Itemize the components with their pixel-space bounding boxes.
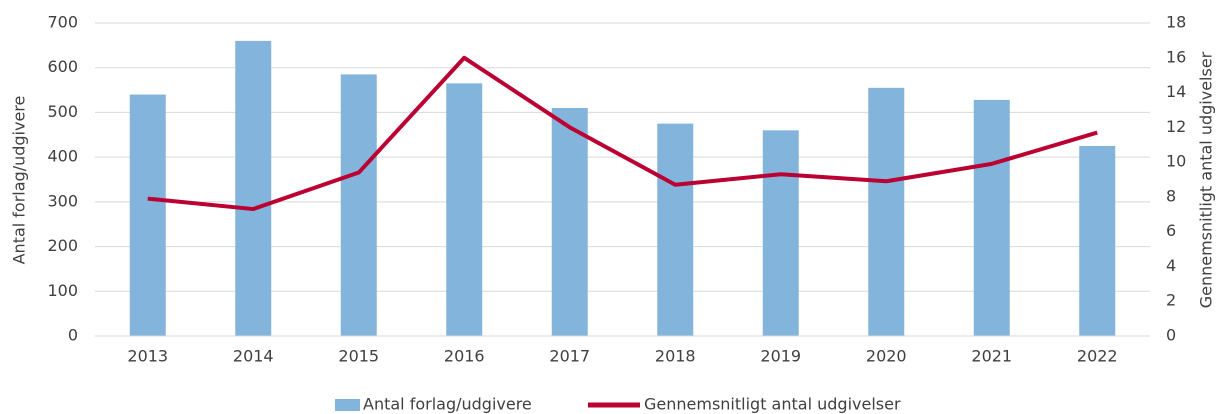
y-tick-label: 200	[47, 236, 78, 255]
y2-tick-label: 14	[1166, 82, 1186, 101]
bar	[1079, 145, 1116, 336]
y-tick-label: 100	[47, 281, 78, 300]
x-tick-label: 2017	[549, 347, 590, 366]
y2-tick-label: 4	[1166, 256, 1176, 275]
x-tick-label: 2021	[971, 347, 1012, 366]
legend-swatch	[335, 399, 360, 411]
x-tick-label: 2020	[866, 347, 907, 366]
y-tick-label: 0	[68, 326, 78, 345]
x-tick-label: 2015	[338, 347, 379, 366]
y2-tick-label: 18	[1166, 13, 1186, 32]
x-tick-label: 2018	[655, 347, 696, 366]
y2-tick-label: 2	[1166, 291, 1176, 310]
y2-tick-label: 16	[1166, 47, 1186, 66]
y2-tick-label: 10	[1166, 152, 1186, 171]
legend-label: Gennemsnitligt antal udgivelser	[644, 395, 901, 414]
x-tick-label: 2019	[760, 347, 801, 366]
x-tick-label: 2016	[444, 347, 485, 366]
legend-label: Antal forlag/udgivere	[363, 395, 532, 414]
y2-axis-label: Gennemsnitligt antal udgivelser	[1197, 51, 1216, 308]
y2-tick-label: 0	[1166, 326, 1176, 345]
bar	[551, 107, 588, 336]
bar	[973, 99, 1010, 336]
y-tick-label: 400	[47, 147, 78, 166]
y2-tick-label: 6	[1166, 221, 1176, 240]
bar	[446, 83, 483, 336]
x-tick-label: 2013	[127, 347, 168, 366]
y-axis-label: Antal forlag/udgivere	[10, 96, 29, 265]
bar	[129, 94, 166, 337]
bar	[340, 74, 377, 337]
y-tick-label: 600	[47, 57, 78, 76]
bar	[235, 40, 272, 337]
x-tick-label: 2014	[233, 347, 274, 366]
y2-tick-label: 12	[1166, 117, 1186, 136]
y-tick-label: 300	[47, 191, 78, 210]
y2-tick-label: 8	[1166, 186, 1176, 205]
y-tick-label: 500	[47, 102, 78, 121]
x-tick-label: 2022	[1077, 347, 1118, 366]
line	[147, 55, 1098, 212]
bar	[657, 123, 694, 336]
bar	[868, 87, 905, 336]
y-tick-label: 700	[47, 13, 78, 32]
bar	[762, 130, 799, 336]
